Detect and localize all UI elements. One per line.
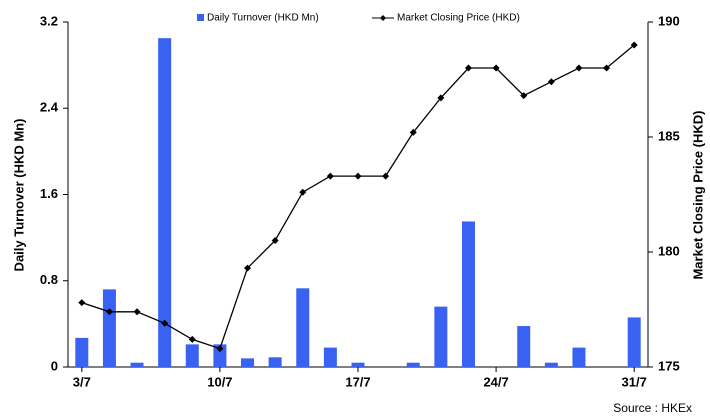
bar bbox=[268, 357, 282, 367]
bar bbox=[213, 344, 227, 367]
price-marker bbox=[216, 345, 224, 353]
price-marker bbox=[354, 172, 362, 180]
price-marker bbox=[492, 64, 500, 72]
y-tick-label: 2.4 bbox=[40, 100, 59, 115]
legend-swatch bbox=[197, 14, 204, 21]
y2-tick-label: 190 bbox=[658, 13, 680, 28]
legend-marker bbox=[380, 15, 386, 21]
x-tick-label: 24/7 bbox=[483, 374, 508, 389]
y2-tick-label: 180 bbox=[658, 243, 680, 258]
bar bbox=[296, 288, 310, 367]
bar bbox=[406, 362, 420, 367]
price-marker bbox=[520, 92, 528, 100]
price-marker bbox=[603, 64, 611, 72]
legend-label: Daily Turnover (HKD Mn) bbox=[207, 13, 319, 24]
price-marker bbox=[105, 308, 113, 316]
bar bbox=[158, 38, 172, 367]
bar bbox=[185, 344, 199, 367]
y-axis-label: Daily Turnover (HKD Mn) bbox=[11, 119, 26, 272]
y-tick-label: 3.2 bbox=[40, 13, 58, 28]
price-marker bbox=[630, 41, 638, 49]
price-marker bbox=[78, 299, 86, 307]
bar bbox=[627, 317, 641, 367]
x-tick-label: 10/7 bbox=[207, 374, 232, 389]
bar bbox=[461, 221, 475, 367]
bar bbox=[130, 362, 144, 367]
bar bbox=[517, 326, 531, 367]
bar bbox=[544, 362, 558, 367]
price-marker bbox=[271, 237, 279, 244]
price-marker bbox=[326, 172, 334, 180]
bar bbox=[572, 347, 586, 367]
price-marker bbox=[382, 172, 390, 180]
price-marker bbox=[409, 128, 417, 136]
bar bbox=[102, 289, 116, 367]
bar bbox=[241, 358, 255, 367]
price-marker bbox=[244, 264, 252, 272]
bar bbox=[75, 337, 89, 367]
x-tick-label: 3/7 bbox=[73, 374, 91, 389]
bar bbox=[351, 362, 365, 367]
bar bbox=[323, 347, 337, 367]
price-marker bbox=[575, 64, 583, 72]
y-tick-label: 0 bbox=[51, 358, 58, 373]
source: Source : HKEx bbox=[613, 401, 692, 415]
price-marker bbox=[547, 78, 555, 86]
price-marker bbox=[299, 188, 307, 196]
y2-axis-label: Market Closing Price (HKD) bbox=[690, 110, 705, 279]
y2-tick-label: 185 bbox=[658, 128, 680, 143]
legend-label: Market Closing Price (HKD) bbox=[397, 13, 520, 24]
y2-tick-label: 175 bbox=[658, 358, 680, 373]
y-tick-label: 1.6 bbox=[40, 186, 58, 201]
y-tick-label: 0.8 bbox=[40, 272, 58, 287]
price-marker bbox=[437, 94, 445, 102]
price-marker bbox=[161, 319, 169, 327]
price-marker bbox=[188, 335, 196, 343]
price-marker bbox=[133, 308, 141, 316]
bar bbox=[434, 306, 448, 367]
x-tick-label: 17/7 bbox=[345, 374, 370, 389]
price-marker bbox=[464, 64, 472, 72]
x-tick-label: 31/7 bbox=[622, 374, 647, 389]
